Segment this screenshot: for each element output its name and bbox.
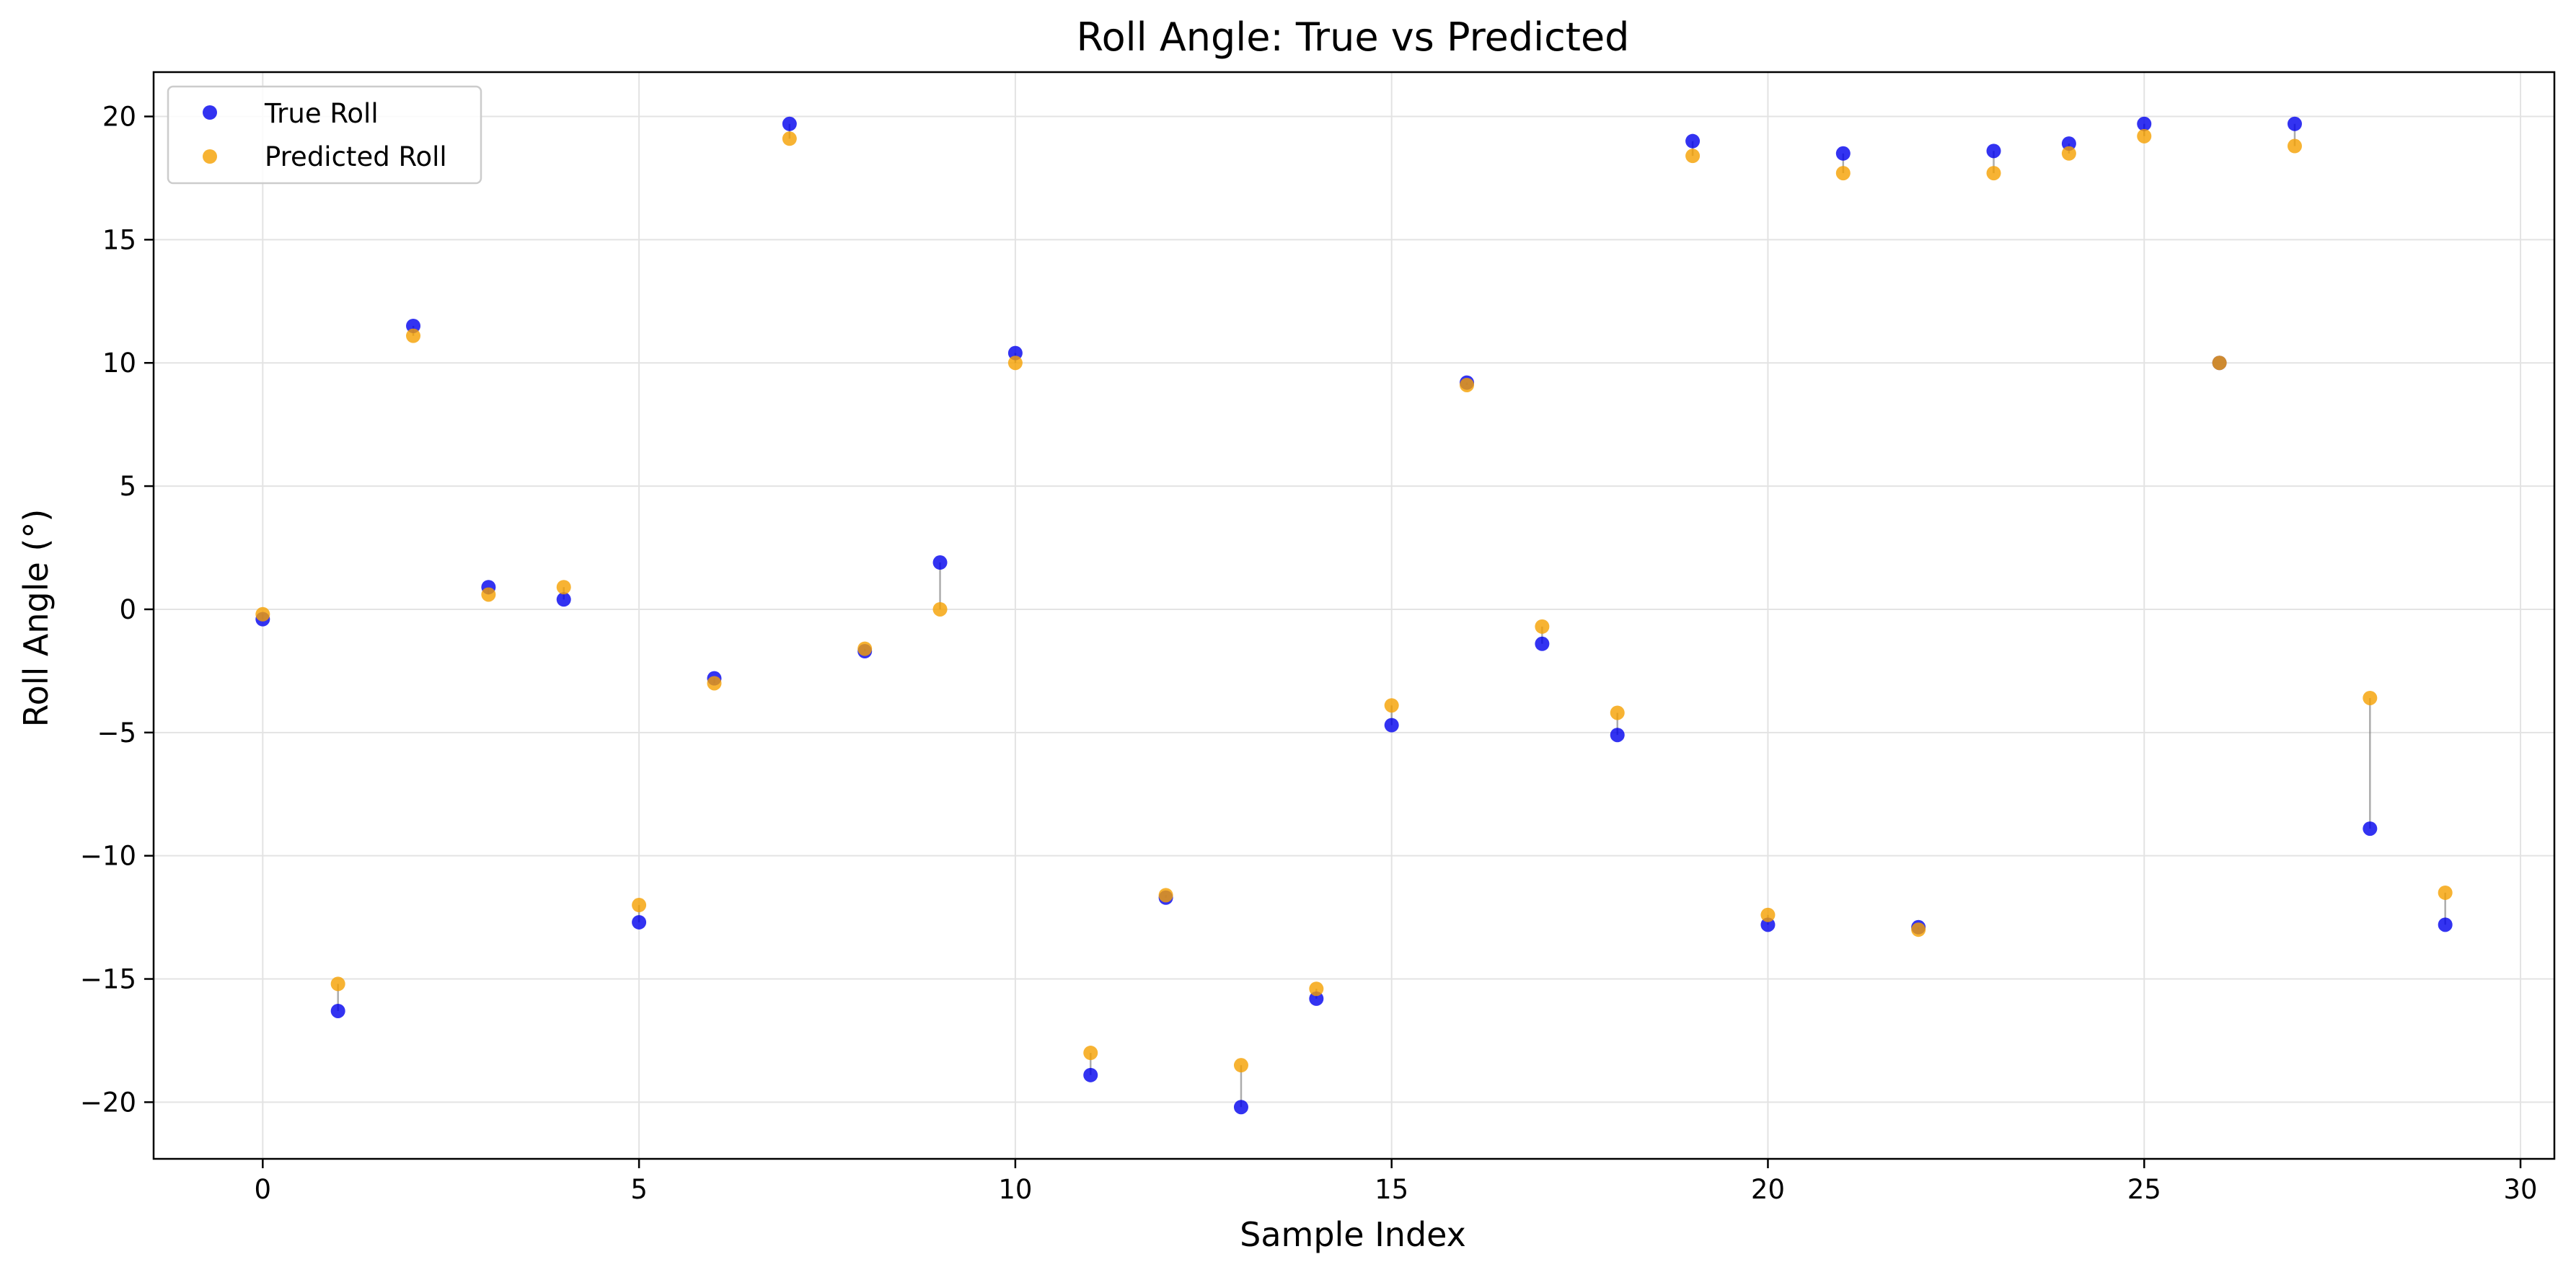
error-connectors (262, 123, 2446, 1108)
predicted-roll-point (632, 898, 647, 913)
x-tick-label: 10 (998, 1174, 1032, 1205)
true-roll-point (932, 555, 948, 570)
predicted-roll-point (330, 976, 345, 992)
x-tick-label: 5 (630, 1174, 648, 1205)
y-tick-label: 10 (102, 348, 136, 379)
predicted-roll-point (1835, 166, 1851, 181)
y-tick-label: −20 (80, 1087, 136, 1118)
predicted-roll-point (1233, 1058, 1248, 1073)
predicted-roll-point (1158, 888, 1173, 903)
x-axis-label: Sample Index (1240, 1215, 1466, 1254)
predicted-roll-point (1007, 356, 1023, 371)
legend-marker-true-roll (203, 105, 217, 120)
predicted-roll-point (2287, 138, 2302, 154)
true-roll-point (2137, 116, 2152, 131)
y-tick-label: −5 (97, 718, 136, 749)
true-roll-point (1685, 133, 1701, 149)
true-roll-point (1610, 728, 1625, 743)
true-roll-point (1535, 636, 1550, 651)
y-tick-label: −15 (80, 964, 136, 995)
true-roll-point (1986, 144, 2001, 159)
true-roll-point (1384, 718, 1399, 733)
true-roll-point (330, 1003, 345, 1018)
predicted-roll-point (1610, 705, 1625, 720)
legend-label-predicted-roll: Predicted Roll (265, 141, 447, 172)
chart-title: Roll Angle: True vs Predicted (1077, 14, 1630, 60)
predicted-roll-point (932, 601, 948, 617)
true-roll-point (2438, 917, 2453, 932)
predicted-roll-point (2363, 690, 2378, 705)
true-roll-point (1083, 1067, 1098, 1082)
true-roll-point (1835, 146, 1851, 161)
predicted-roll-point (1535, 619, 1550, 634)
x-tick-label: 0 (255, 1174, 272, 1205)
predicted-roll-point (782, 131, 797, 146)
grid-lines (154, 72, 2554, 1159)
y-tick-label: 0 (119, 594, 136, 625)
predicted-roll-point (2212, 356, 2227, 371)
true-roll-point (2363, 821, 2378, 837)
predicted-roll-point (481, 587, 496, 602)
predicted-roll-point (707, 676, 722, 691)
true-roll-point (1007, 345, 1023, 361)
axis-ticks: 0 5 10 15 20 25 30 −20 −15 −10 −5 0 5 10 15 20 (80, 102, 2538, 1205)
x-tick-label: 30 (2503, 1174, 2537, 1205)
x-tick-label: 20 (1751, 1174, 1785, 1205)
x-tick-label: 15 (1375, 1174, 1408, 1205)
predicted-roll-point (1083, 1046, 1098, 1061)
true-roll-point (1233, 1100, 1248, 1115)
predicted-roll-point (556, 580, 571, 595)
true-roll-point (406, 318, 421, 333)
y-tick-label: 5 (119, 471, 136, 502)
x-tick-label: 25 (2127, 1174, 2161, 1205)
true-roll-point (556, 592, 571, 607)
y-tick-label: −10 (80, 841, 136, 872)
y-tick-label: 20 (102, 102, 136, 133)
data-points (255, 116, 2453, 1115)
predicted-roll-point (1986, 166, 2001, 181)
legend: True Roll Predicted Roll (167, 85, 482, 185)
predicted-roll-point (2438, 885, 2453, 900)
predicted-roll-point (1384, 698, 1399, 713)
true-roll-point (632, 914, 647, 930)
true-roll-point (2287, 116, 2302, 131)
predicted-roll-point (2061, 146, 2076, 161)
predicted-roll-point (1911, 922, 1926, 937)
true-roll-point (1309, 991, 1324, 1006)
predicted-roll-point (857, 641, 873, 656)
y-axis-label: Roll Angle (°) (17, 509, 56, 728)
predicted-roll-point (255, 606, 270, 622)
predicted-roll-point (1309, 981, 1324, 997)
y-tick-label: 15 (102, 224, 136, 255)
predicted-roll-point (1685, 149, 1701, 164)
legend-box (167, 85, 482, 185)
true-roll-point (782, 116, 797, 131)
predicted-roll-point (406, 328, 421, 343)
true-roll-point (1760, 917, 1776, 932)
predicted-roll-point (1460, 377, 1475, 392)
true-roll-point (2061, 136, 2076, 151)
legend-label-true-roll: True Roll (264, 98, 379, 129)
plot-frame (152, 71, 2556, 1160)
legend-marker-predicted-roll (203, 149, 217, 164)
predicted-roll-point (2137, 128, 2152, 144)
predicted-roll-point (1760, 907, 1776, 922)
